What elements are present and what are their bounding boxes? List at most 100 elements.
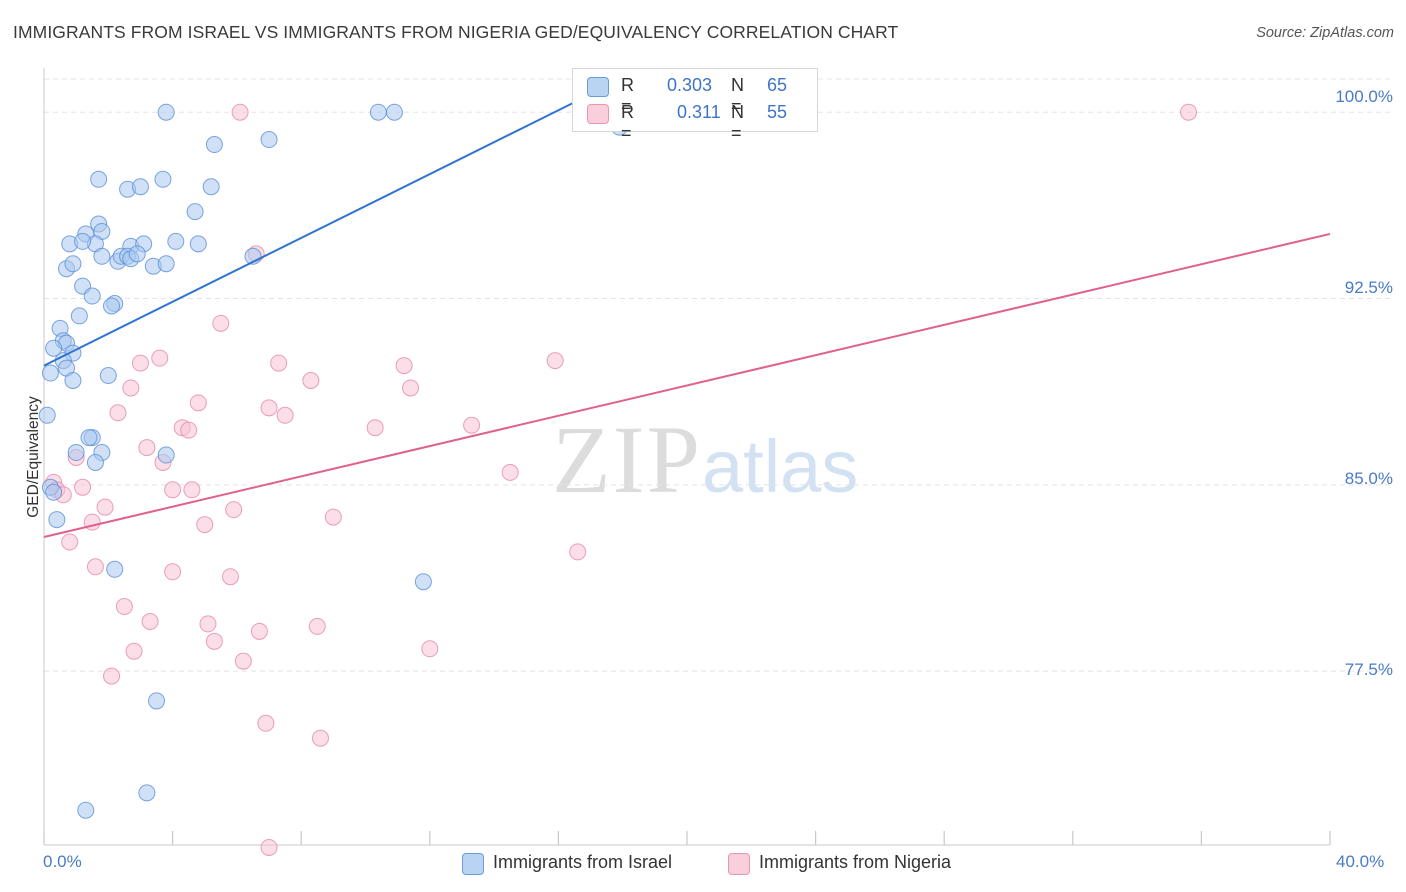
- nigeria-point-14: [109, 404, 127, 422]
- israel-point-1: [369, 103, 387, 121]
- israel-point-34: [83, 287, 101, 305]
- nigeria-point-13: [260, 399, 278, 417]
- nigeria-point-41: [141, 612, 159, 630]
- israel-trend-line: [43, 101, 575, 367]
- nigeria-swatch: [587, 104, 609, 124]
- israel-point-27: [128, 245, 146, 263]
- israel-point-20: [167, 232, 185, 250]
- nigeria-point-10: [122, 379, 140, 397]
- y-tick-label-77-5: 77.5%: [1344, 660, 1393, 679]
- nigeria-point-9: [302, 371, 320, 389]
- israel-point-41: [45, 339, 63, 357]
- nigeria-point-44: [308, 617, 326, 635]
- nigeria-point-39: [221, 568, 239, 586]
- watermark-zip: ZIP: [552, 406, 702, 513]
- nigeria-point-50: [257, 714, 275, 732]
- israel-point-36: [103, 297, 121, 315]
- nigeria-point-5: [131, 354, 149, 372]
- nigeria-point-46: [421, 640, 439, 658]
- stats-legend: R = 0.303 N = 65 R = 0.311 N = 55: [572, 68, 818, 143]
- nigeria-point-29: [183, 481, 201, 499]
- nigeria-point-42: [199, 615, 217, 633]
- nigeria-point-34: [196, 516, 214, 534]
- nigeria-point-19: [463, 416, 481, 434]
- nigeria-point-11: [402, 379, 420, 397]
- legend-label-israel: Immigrants from Israel: [493, 852, 673, 872]
- israel-point-62: [77, 801, 95, 819]
- israel-point-59: [414, 573, 432, 591]
- israel-point-37: [70, 307, 88, 325]
- nigeria-point-37: [86, 558, 104, 576]
- israel-point-8: [131, 178, 149, 196]
- y-tick-label-85: 85.0%: [1344, 469, 1393, 488]
- israel-point-61: [138, 784, 156, 802]
- legend-swatch-israel: [462, 853, 484, 875]
- nigeria-point-23: [501, 463, 519, 481]
- israel-point-2: [385, 103, 403, 121]
- israel-point-11: [186, 203, 204, 221]
- nigeria-point-36: [569, 543, 587, 561]
- nigeria-point-12: [189, 394, 207, 412]
- nigeria-point-30: [96, 498, 114, 516]
- israel-point-48: [38, 406, 56, 424]
- nigeria-point-3: [212, 314, 230, 332]
- x-tick-label-min: 0.0%: [43, 852, 82, 871]
- israel-point-46: [64, 371, 82, 389]
- nigeria-point-7: [395, 357, 413, 375]
- nigeria-point-28: [164, 481, 182, 499]
- israel-point-10: [202, 178, 220, 196]
- nigeria-r-value: 0.311: [677, 102, 721, 122]
- watermark: ZIPatlas: [552, 404, 858, 515]
- nigeria-point-52: [260, 838, 278, 856]
- chart-title: IMMIGRANTS FROM ISRAEL VS IMMIGRANTS FRO…: [13, 22, 899, 42]
- nigeria-point-15: [276, 406, 294, 424]
- israel-point-56: [45, 483, 63, 501]
- nigeria-point-38: [164, 563, 182, 581]
- israel-point-32: [64, 255, 82, 273]
- legend-label-nigeria: Immigrants from Nigeria: [759, 852, 952, 872]
- israel-point-17: [74, 232, 92, 250]
- israel-point-0: [157, 103, 175, 121]
- nigeria-point-49: [103, 667, 121, 685]
- israel-point-47: [99, 367, 117, 385]
- nigeria-point-31: [225, 501, 243, 519]
- nigeria-point-4: [151, 349, 169, 367]
- israel-swatch: [587, 77, 609, 97]
- nigeria-point-35: [61, 533, 79, 551]
- x-tick-label-max: 40.0%: [1336, 852, 1385, 871]
- israel-r-value: 0.303: [667, 75, 713, 95]
- nigeria-trend-line: [43, 232, 1331, 538]
- israel-point-54: [157, 446, 175, 464]
- israel-point-5: [260, 131, 278, 149]
- israel-point-6: [90, 170, 108, 188]
- legend-swatch-nigeria: [728, 853, 750, 875]
- y-tick-label-100: 100.0%: [1335, 87, 1393, 106]
- nigeria-point-51: [311, 729, 329, 747]
- israel-point-51: [67, 444, 85, 462]
- israel-point-21: [189, 235, 207, 253]
- nigeria-point-1: [1180, 103, 1198, 121]
- israel-point-4: [205, 136, 223, 154]
- israel-point-45: [41, 364, 59, 382]
- chart-source: Source: ZipAtlas.com: [1256, 25, 1394, 41]
- israel-r-label: R =: [621, 75, 634, 116]
- israel-point-9: [154, 170, 172, 188]
- nigeria-r-label: R =: [621, 102, 634, 143]
- israel-point-22: [93, 247, 111, 265]
- nigeria-n-value: 55: [767, 102, 788, 122]
- israel-point-50: [80, 429, 98, 447]
- nigeria-point-18: [366, 419, 384, 437]
- watermark-atlas: atlas: [702, 425, 859, 508]
- nigeria-point-40: [115, 598, 133, 616]
- nigeria-point-48: [234, 652, 252, 670]
- israel-point-58: [106, 560, 124, 578]
- nigeria-point-8: [546, 352, 564, 370]
- nigeria-point-6: [270, 354, 288, 372]
- israel-point-60: [148, 692, 166, 710]
- nigeria-point-17: [180, 421, 198, 439]
- israel-n-label: N =: [731, 75, 744, 116]
- nigeria-point-20: [138, 439, 156, 457]
- nigeria-point-32: [324, 508, 342, 526]
